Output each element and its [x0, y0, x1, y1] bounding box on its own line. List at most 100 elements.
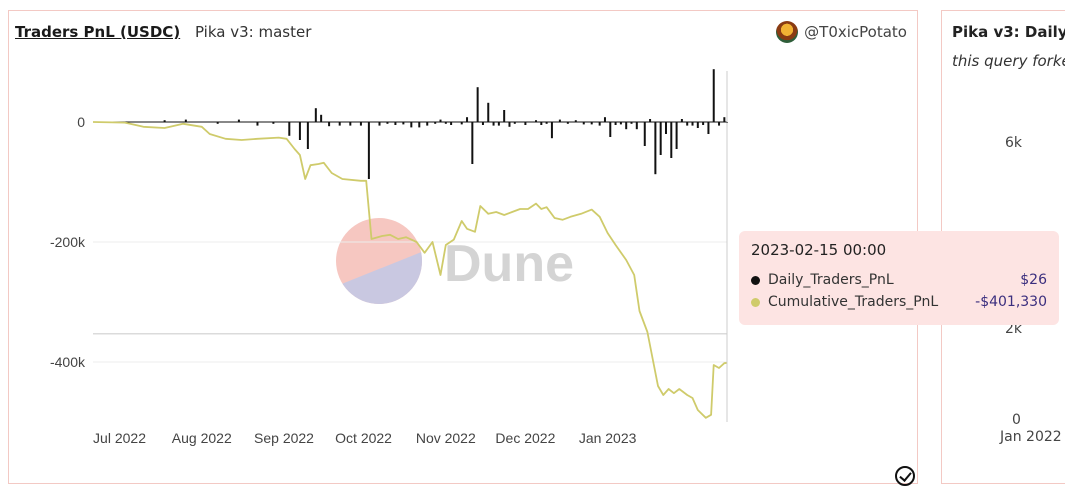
dune-watermark: Dune — [336, 218, 574, 304]
daily-pnl-bar — [670, 122, 673, 158]
daily-pnl-bar — [508, 122, 511, 127]
daily-pnl-bar — [574, 120, 577, 122]
daily-pnl-bar — [434, 122, 437, 124]
daily-pnl-bar — [566, 122, 569, 124]
daily-pnl-bar — [418, 122, 421, 128]
daily-pnl-bar — [402, 122, 405, 125]
daily-pnl-bar — [394, 122, 397, 125]
series-dot-icon — [751, 297, 760, 307]
daily-pnl-bar — [675, 122, 678, 149]
tooltip-series-value: -$401,330 — [975, 294, 1047, 310]
chart-canvas[interactable]: Dune 0 -200k -400k Jul 2022 Aug 2022 Sep 202… — [9, 11, 917, 483]
daily-pnl-bar — [476, 87, 479, 122]
y-tick-label: 0 — [77, 114, 85, 130]
daily-pnl-bar — [702, 122, 705, 125]
daily-pnl-bar — [619, 122, 622, 125]
tooltip-series-value: $26 — [1020, 272, 1047, 288]
author[interactable]: @T0xicPotato — [776, 21, 907, 43]
card-header: Traders PnL (USDC) Pika v3: master — [15, 23, 311, 41]
y-tick-label: -200k — [50, 234, 86, 250]
daily-pnl-bar — [535, 120, 538, 122]
avatar — [776, 21, 799, 43]
daily-pnl-bar — [481, 122, 484, 125]
daily-pnl-bar — [503, 110, 506, 122]
watermark-text: Dune — [444, 235, 574, 293]
side-y-tick: 0 — [1012, 412, 1021, 428]
daily-pnl-bar — [598, 122, 601, 126]
daily-pnl-bar — [609, 122, 612, 137]
daily-pnl-bar — [466, 117, 469, 122]
side-y-tick: 6k — [1005, 135, 1023, 151]
daily-pnl-bar — [349, 122, 352, 126]
side-y-tick: 2k — [1005, 321, 1023, 337]
x-tick-label: Jul 2022 — [93, 430, 146, 446]
tooltip-row: Daily_Traders_PnL $26 — [751, 269, 1047, 291]
daily-pnl-bar — [659, 122, 662, 155]
daily-pnl-bar — [378, 122, 381, 126]
daily-pnl-bar — [237, 119, 240, 122]
daily-pnl-bar — [471, 122, 474, 164]
daily-pnl-bar — [359, 122, 362, 126]
query-name: Pika v3: master — [194, 23, 312, 41]
daily-pnl-bar — [460, 122, 463, 125]
x-tick-label: Sep 2022 — [254, 430, 314, 446]
x-tick-label: Aug 2022 — [172, 430, 232, 446]
daily-pnl-bar — [614, 122, 617, 125]
side-chart-title[interactable]: Pika v3: Daily — [952, 23, 1065, 41]
daily-pnl-bar — [590, 122, 593, 125]
daily-pnl-bar — [691, 122, 694, 126]
daily-pnl-bar — [492, 122, 495, 126]
daily-pnl-bar — [635, 122, 638, 130]
cumulative-pnl-line — [92, 121, 728, 419]
tooltip-series-name: Cumulative_Traders_PnL — [768, 294, 939, 310]
daily-pnl-bar — [288, 122, 291, 136]
y-tick-label: -400k — [50, 354, 86, 370]
daily-pnl-bar — [707, 122, 710, 134]
daily-pnl-bar — [320, 114, 323, 122]
daily-pnl-bar — [664, 122, 667, 134]
daily-pnl-bar — [643, 122, 646, 146]
daily-pnl-bar — [256, 122, 259, 126]
daily-pnl-bar — [450, 122, 453, 125]
daily-pnl-bar — [723, 117, 726, 122]
daily-pnl-bar — [649, 119, 652, 122]
daily-pnl-bar — [426, 122, 429, 126]
daily-pnl-bar — [306, 122, 309, 149]
daily-pnl-bar — [558, 119, 561, 122]
tooltip-date: 2023-02-15 00:00 — [751, 241, 887, 259]
daily-pnl-bar — [338, 122, 341, 126]
daily-pnl-bar — [524, 122, 527, 125]
x-tick-label: Nov 2022 — [416, 430, 476, 446]
x-tick-label: Jan 2023 — [579, 430, 637, 446]
daily-pnl-bar — [439, 119, 442, 122]
tooltip-row: Cumulative_Traders_PnL -$401,330 — [751, 291, 1047, 313]
chart-title-link[interactable]: Traders PnL (USDC) — [15, 23, 181, 41]
daily-pnl-bar — [314, 108, 317, 122]
daily-pnl-bar — [367, 122, 370, 179]
daily-pnl-bar — [696, 122, 699, 128]
side-x-tick: Jan 2022 — [1000, 429, 1062, 445]
daily-pnl-bar — [545, 122, 548, 124]
daily-pnl-bar — [163, 120, 166, 122]
daily-pnl-bar — [410, 122, 413, 128]
daily-pnl-bar — [328, 122, 331, 127]
author-handle: @T0xicPotato — [804, 23, 907, 41]
daily-pnl-bar — [386, 122, 389, 124]
check-circle-icon[interactable] — [895, 466, 915, 486]
daily-pnl-bar — [718, 122, 721, 126]
daily-pnl-bar — [513, 122, 516, 124]
daily-pnl-bar — [184, 119, 187, 122]
dune-logo-icon — [336, 218, 422, 304]
side-chart-subtitle: this query forke — [952, 52, 1065, 70]
daily-pnl-bar — [497, 122, 500, 126]
daily-pnl-bar — [630, 122, 633, 124]
daily-pnl-bar — [487, 102, 490, 122]
daily-pnl-bar — [540, 122, 543, 125]
daily-pnl-bar — [654, 122, 657, 175]
daily-pnl-bar — [444, 122, 447, 124]
daily-pnl-bar — [712, 69, 715, 122]
daily-pnl-bar — [550, 122, 553, 139]
daily-pnl-bar — [625, 122, 628, 130]
daily-pnl-bar — [582, 122, 585, 125]
x-tick-label: Oct 2022 — [335, 430, 392, 446]
